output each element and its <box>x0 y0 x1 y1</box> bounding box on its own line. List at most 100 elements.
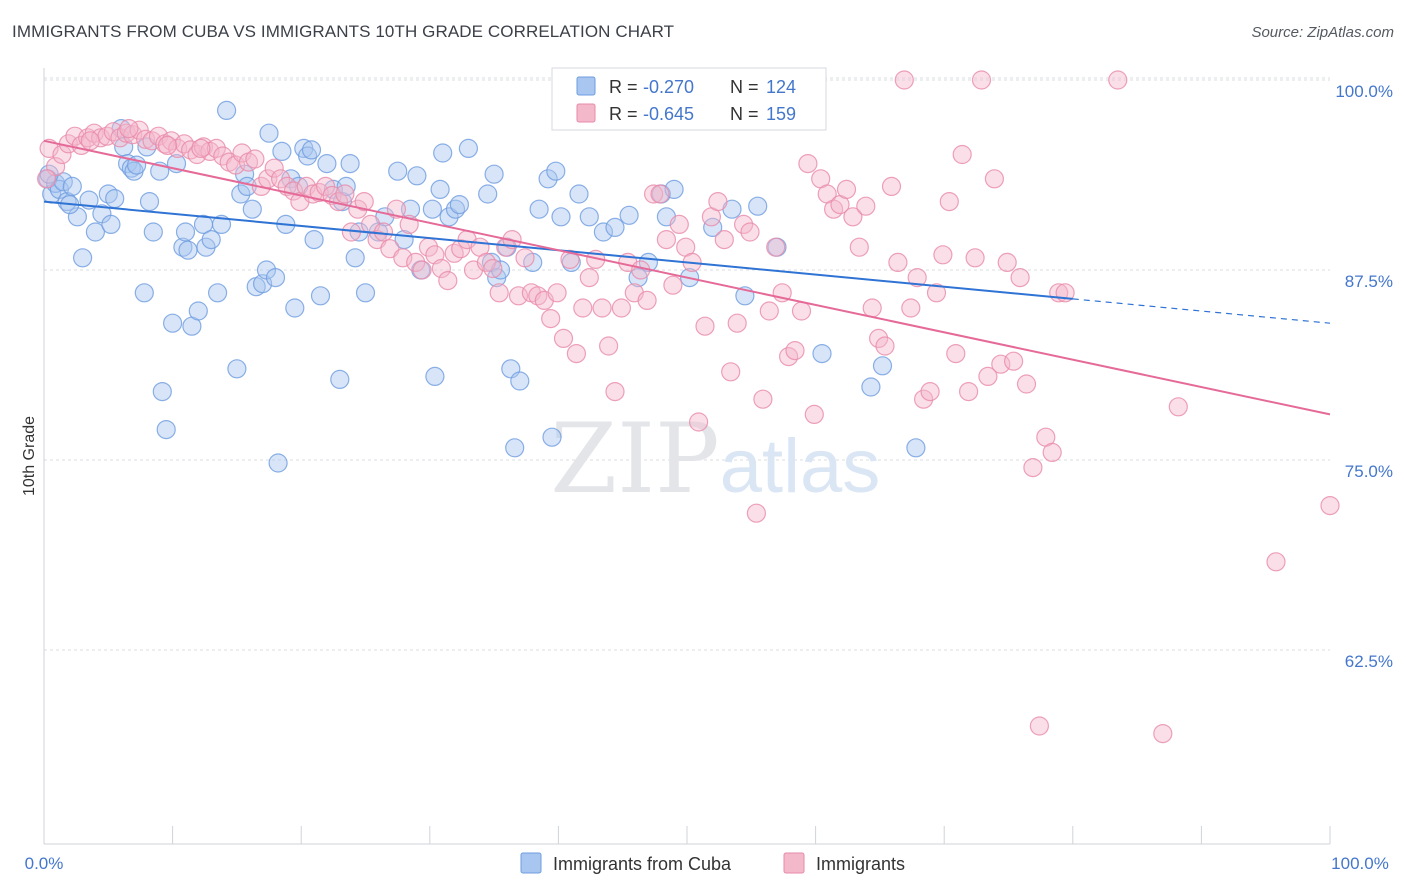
cuba-point <box>340 154 360 174</box>
immigrants-point <box>926 283 947 303</box>
trend-lines <box>43 139 1331 416</box>
immigrants-point <box>119 119 139 139</box>
cuba-point <box>301 140 322 160</box>
cuba-point <box>211 214 232 234</box>
cuba-point <box>62 176 82 196</box>
cuba-point <box>156 420 176 440</box>
immigrants-point <box>888 252 908 272</box>
immigrants-point <box>431 258 451 279</box>
legend-n-value-cuba: 124 <box>766 77 796 97</box>
immigrants-point <box>791 301 812 321</box>
cuba-point <box>458 138 478 158</box>
cuba-point <box>388 161 408 181</box>
cuba-point <box>546 161 566 181</box>
cuba-point <box>272 141 292 161</box>
cuba-point <box>304 230 324 250</box>
immigrants-point <box>191 138 211 158</box>
cuba-point <box>67 207 88 227</box>
cuba-point <box>510 371 530 391</box>
cuba-point <box>812 344 832 364</box>
immigrants-point <box>656 230 677 250</box>
immigrants-point <box>157 135 178 155</box>
legend-r-value-cuba: -0.270 <box>643 77 694 97</box>
cuba-point <box>101 214 121 234</box>
immigrants-point <box>406 252 426 272</box>
immigrants-point <box>553 328 574 348</box>
immigrants-point <box>80 131 100 151</box>
cuba-point <box>355 283 376 303</box>
immigrants-point <box>836 179 857 199</box>
axis-layer: 10th Grade 0.0% 100.0% 62.5% 75.0% 87.5% 10… <box>21 68 1393 873</box>
legend-bottom-swatch-immigrants <box>783 852 805 874</box>
y-axis-title: 10th Grade <box>21 416 38 496</box>
legend-top: R = -0.270 N = 124 R = -0.645 N = 159 <box>551 67 827 131</box>
cuba-point <box>317 154 337 174</box>
immigrants-point <box>245 149 265 169</box>
legend-swatch-cuba <box>576 76 596 96</box>
immigrants-point <box>727 313 747 333</box>
immigrants-point <box>849 237 869 257</box>
immigrants-point <box>997 252 1017 272</box>
cuba-point <box>529 199 549 219</box>
immigrants-point <box>939 192 959 212</box>
immigrants-point <box>843 207 863 227</box>
cuba-point <box>407 166 427 186</box>
cuba-point <box>201 230 221 250</box>
immigrants-point <box>688 412 709 432</box>
immigrants-point <box>271 169 291 189</box>
immigrants-point <box>1003 351 1024 371</box>
watermark-atlas: atlas <box>720 424 881 509</box>
legend-box <box>551 67 827 131</box>
immigrants-point <box>541 309 561 329</box>
immigrants-point <box>547 283 567 303</box>
immigrants-point <box>862 298 882 318</box>
immigrants-point <box>708 192 728 212</box>
cuba-point <box>433 143 453 163</box>
cuba-point <box>579 207 599 227</box>
legend-bottom-label-immigrants: Immigrants <box>816 854 905 874</box>
legend-bottom-swatch-cuba <box>520 852 542 874</box>
x-tick-label-min: 0.0% <box>25 854 64 873</box>
immigrants-point <box>920 382 940 402</box>
cuba-point <box>310 286 331 306</box>
immigrants-point <box>1023 458 1043 478</box>
immigrants-point <box>804 404 824 424</box>
immigrants-point <box>354 192 374 212</box>
cuba-point <box>208 283 228 303</box>
immigrants-point <box>798 154 818 174</box>
immigrants-point <box>489 283 509 303</box>
immigrants-point <box>643 184 664 204</box>
cuba-point <box>478 184 498 204</box>
immigrants-point <box>1168 397 1188 417</box>
cuba-point <box>143 222 163 242</box>
immigrants-point <box>978 366 998 386</box>
cuba-point <box>906 438 926 458</box>
cuba-point <box>336 176 356 196</box>
immigrants-point <box>373 222 394 242</box>
immigrants-point <box>412 260 432 280</box>
cuba-point <box>439 207 459 227</box>
cuba-point <box>664 179 684 199</box>
immigrants-point <box>933 245 953 265</box>
immigrants-point <box>515 248 535 268</box>
cuba-point <box>188 301 208 321</box>
immigrants-point <box>264 158 284 178</box>
watermark-zip: ZIP <box>550 403 719 515</box>
cuba-point <box>85 222 106 242</box>
immigrants-point <box>714 230 734 250</box>
immigrants-point <box>1016 374 1037 394</box>
immigrants-point <box>907 268 927 288</box>
cuba-point <box>569 184 589 204</box>
immigrants-point <box>759 301 779 321</box>
series-cuba-points <box>38 100 926 473</box>
immigrants-point <box>901 298 921 318</box>
cuba-point <box>605 217 625 237</box>
immigrants-point <box>984 169 1005 189</box>
immigrants-point <box>1042 442 1062 462</box>
cuba-point <box>430 179 450 199</box>
immigrants-point <box>785 341 805 361</box>
immigrants-point <box>965 248 985 268</box>
immigrants-point <box>1010 268 1030 288</box>
source-credit: Source: ZipAtlas.com <box>1251 24 1394 41</box>
